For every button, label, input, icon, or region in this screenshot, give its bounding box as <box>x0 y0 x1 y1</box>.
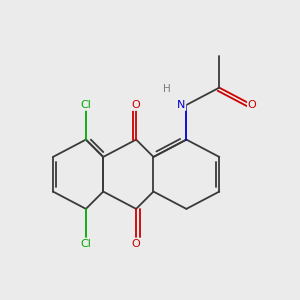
Text: N: N <box>177 100 185 110</box>
Text: H: H <box>164 84 171 94</box>
Text: O: O <box>132 100 140 110</box>
Text: Cl: Cl <box>80 100 92 110</box>
Text: O: O <box>132 238 140 248</box>
Text: Cl: Cl <box>80 238 92 248</box>
Text: O: O <box>248 100 256 110</box>
